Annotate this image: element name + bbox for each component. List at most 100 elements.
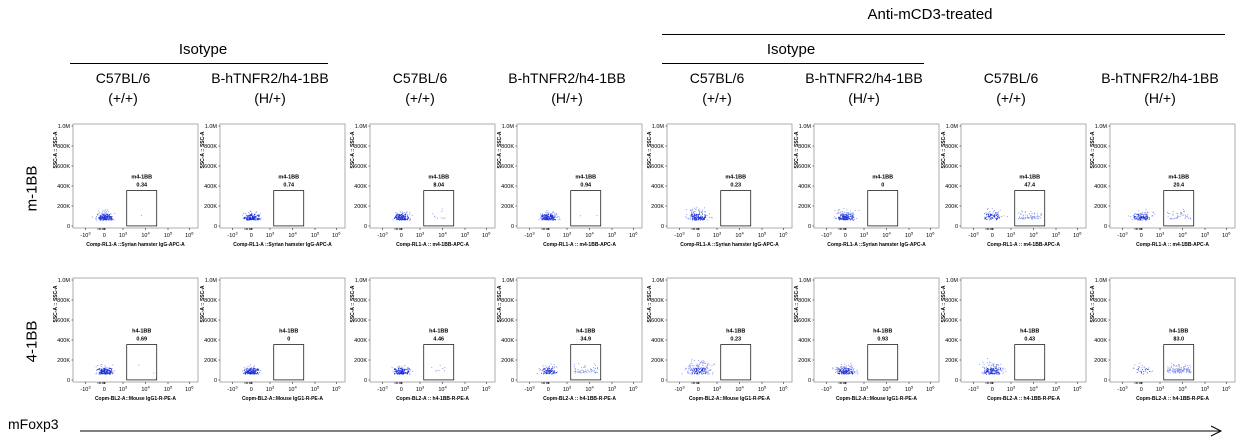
y-tick-label: 600K — [651, 164, 664, 170]
y-tick-label: 600K — [57, 318, 70, 324]
y-tick-label: 800K — [798, 144, 811, 150]
x-tick-label: 106 — [1073, 385, 1082, 394]
y-tick-label: 400K — [945, 184, 958, 190]
genotype: (H/+) — [254, 90, 286, 106]
gate-box — [1163, 190, 1195, 227]
event-cloud — [979, 358, 1007, 375]
x-tick-label: 103 — [713, 385, 722, 394]
row-label-2: 4-1BB — [23, 320, 41, 363]
x-tick-label: 0 — [697, 233, 700, 239]
y-tick-label: 800K — [1094, 298, 1107, 304]
x-tick-label: 0 — [1140, 233, 1143, 239]
column-label-3: C57BL/6 (+/+) — [340, 68, 500, 108]
x-tick-label: 103 — [119, 385, 128, 394]
x-axis-label: Comp-RL1-A ::Syrian hamster IgG-APC-A — [233, 242, 332, 248]
x-tick-label: 104 — [882, 231, 891, 240]
event-cloud — [538, 210, 598, 221]
gate-name: m4-1BB — [872, 175, 893, 181]
y-tick-label: 800K — [1094, 144, 1107, 150]
gate-box — [1014, 344, 1046, 381]
x-tick-label: -103 — [227, 385, 238, 394]
y-tick-label: 1.0M — [799, 124, 812, 130]
x-tick-label: 106 — [779, 385, 788, 394]
plot-frame — [960, 277, 1087, 383]
y-tick-label: 0 — [67, 378, 70, 384]
x-axis-label: Copm-BL2-A :: h4-1BB-R-PE-A — [987, 396, 1060, 402]
x-tick-label: 103 — [1007, 385, 1016, 394]
y-tick-label: 1.0M — [652, 124, 665, 130]
y-tick-label: 200K — [798, 358, 811, 364]
x-tick-label: 105 — [608, 231, 617, 240]
x-tick-label: 106 — [1222, 385, 1231, 394]
x-tick-label: 106 — [779, 231, 788, 240]
x-tick-label: 106 — [1222, 231, 1231, 240]
x-tick-label: 105 — [164, 385, 173, 394]
gate-box — [273, 190, 305, 227]
gate-name: m4-1BB — [1168, 175, 1189, 181]
y-tick-label: 1.0M — [58, 124, 71, 130]
column-label-6: B-hTNFR2/h4-1BB (H/+) — [784, 68, 944, 108]
event-cloud — [685, 206, 713, 221]
y-tick-label: 400K — [501, 184, 514, 190]
x-tick-label: 0 — [547, 233, 550, 239]
x-tick-label: 103 — [266, 231, 275, 240]
x-tick-label: 0 — [697, 387, 700, 393]
gate-name: h4-1BB — [873, 329, 892, 335]
y-axis-label: SSC-A :: SSC-A — [200, 285, 206, 322]
y-tick-label: 1.0M — [355, 124, 368, 130]
y-axis-label: SSC-A :: SSC-A — [941, 131, 947, 168]
x-tick-label: 104 — [585, 231, 594, 240]
genotype: (+/+) — [405, 90, 435, 106]
y-tick-label: 1.0M — [1095, 278, 1108, 284]
x-axis-label: Comp-RL1-A ::Syrian hamster IgG-APC-A — [680, 242, 779, 248]
x-tick-label: -103 — [674, 231, 685, 240]
x-tick-label: 104 — [288, 231, 297, 240]
gate-box — [1163, 344, 1195, 381]
x-tick-label: 106 — [629, 231, 638, 240]
y-tick-label: 400K — [354, 338, 367, 344]
y-tick-label: 800K — [945, 144, 958, 150]
event-cloud — [536, 363, 599, 375]
event-cloud — [681, 358, 715, 375]
x-tick-label: 105 — [1201, 231, 1210, 240]
x-tick-label: 106 — [332, 231, 341, 240]
gate-name: h4-1BB — [1020, 329, 1039, 335]
y-axis-label: SSC-A :: SSC-A — [53, 131, 59, 168]
y-tick-label: 400K — [354, 184, 367, 190]
y-axis-label: SSC-A :: SSC-A — [941, 285, 947, 322]
y-tick-label: 800K — [57, 298, 70, 304]
gate-name: m4-1BB — [278, 175, 299, 181]
x-axis-label: Comp-RL1-A :: m4-1BB-APC-A — [543, 242, 616, 248]
gate-box — [867, 190, 899, 227]
x-axis-label: Copm-BL2-A :: h4-1BB-R-PE-A — [396, 396, 469, 402]
y-tick-label: 800K — [798, 298, 811, 304]
y-tick-label: 1.0M — [652, 278, 665, 284]
x-axis-label: Copm-BL2-A::Mouse IgG1-R-PE-A — [242, 396, 323, 402]
gate-percentage: 8.04 — [433, 183, 445, 189]
y-tick-label: 800K — [651, 144, 664, 150]
gate-percentage: 0.74 — [283, 183, 295, 189]
y-tick-label: 600K — [651, 318, 664, 324]
x-tick-label: 103 — [1007, 231, 1016, 240]
x-tick-label: 105 — [905, 231, 914, 240]
gate-name: m4-1BB — [131, 175, 152, 181]
plot-frame — [666, 277, 793, 383]
x-tick-label: 104 — [585, 385, 594, 394]
strain-name: B-hTNFR2/h4-1BB — [1101, 70, 1219, 86]
plot-frame — [666, 123, 793, 229]
gate-box — [423, 190, 455, 227]
event-cloud — [91, 209, 143, 221]
x-tick-label: 0 — [250, 233, 253, 239]
plot-frame — [1109, 277, 1236, 383]
x-tick-label: -103 — [524, 385, 535, 394]
y-tick-label: 400K — [204, 184, 217, 190]
x-tick-label: 0 — [991, 387, 994, 393]
x-tick-label: -103 — [674, 385, 685, 394]
gate-percentage: 0.23 — [730, 183, 741, 189]
x-tick-label: 104 — [141, 385, 150, 394]
